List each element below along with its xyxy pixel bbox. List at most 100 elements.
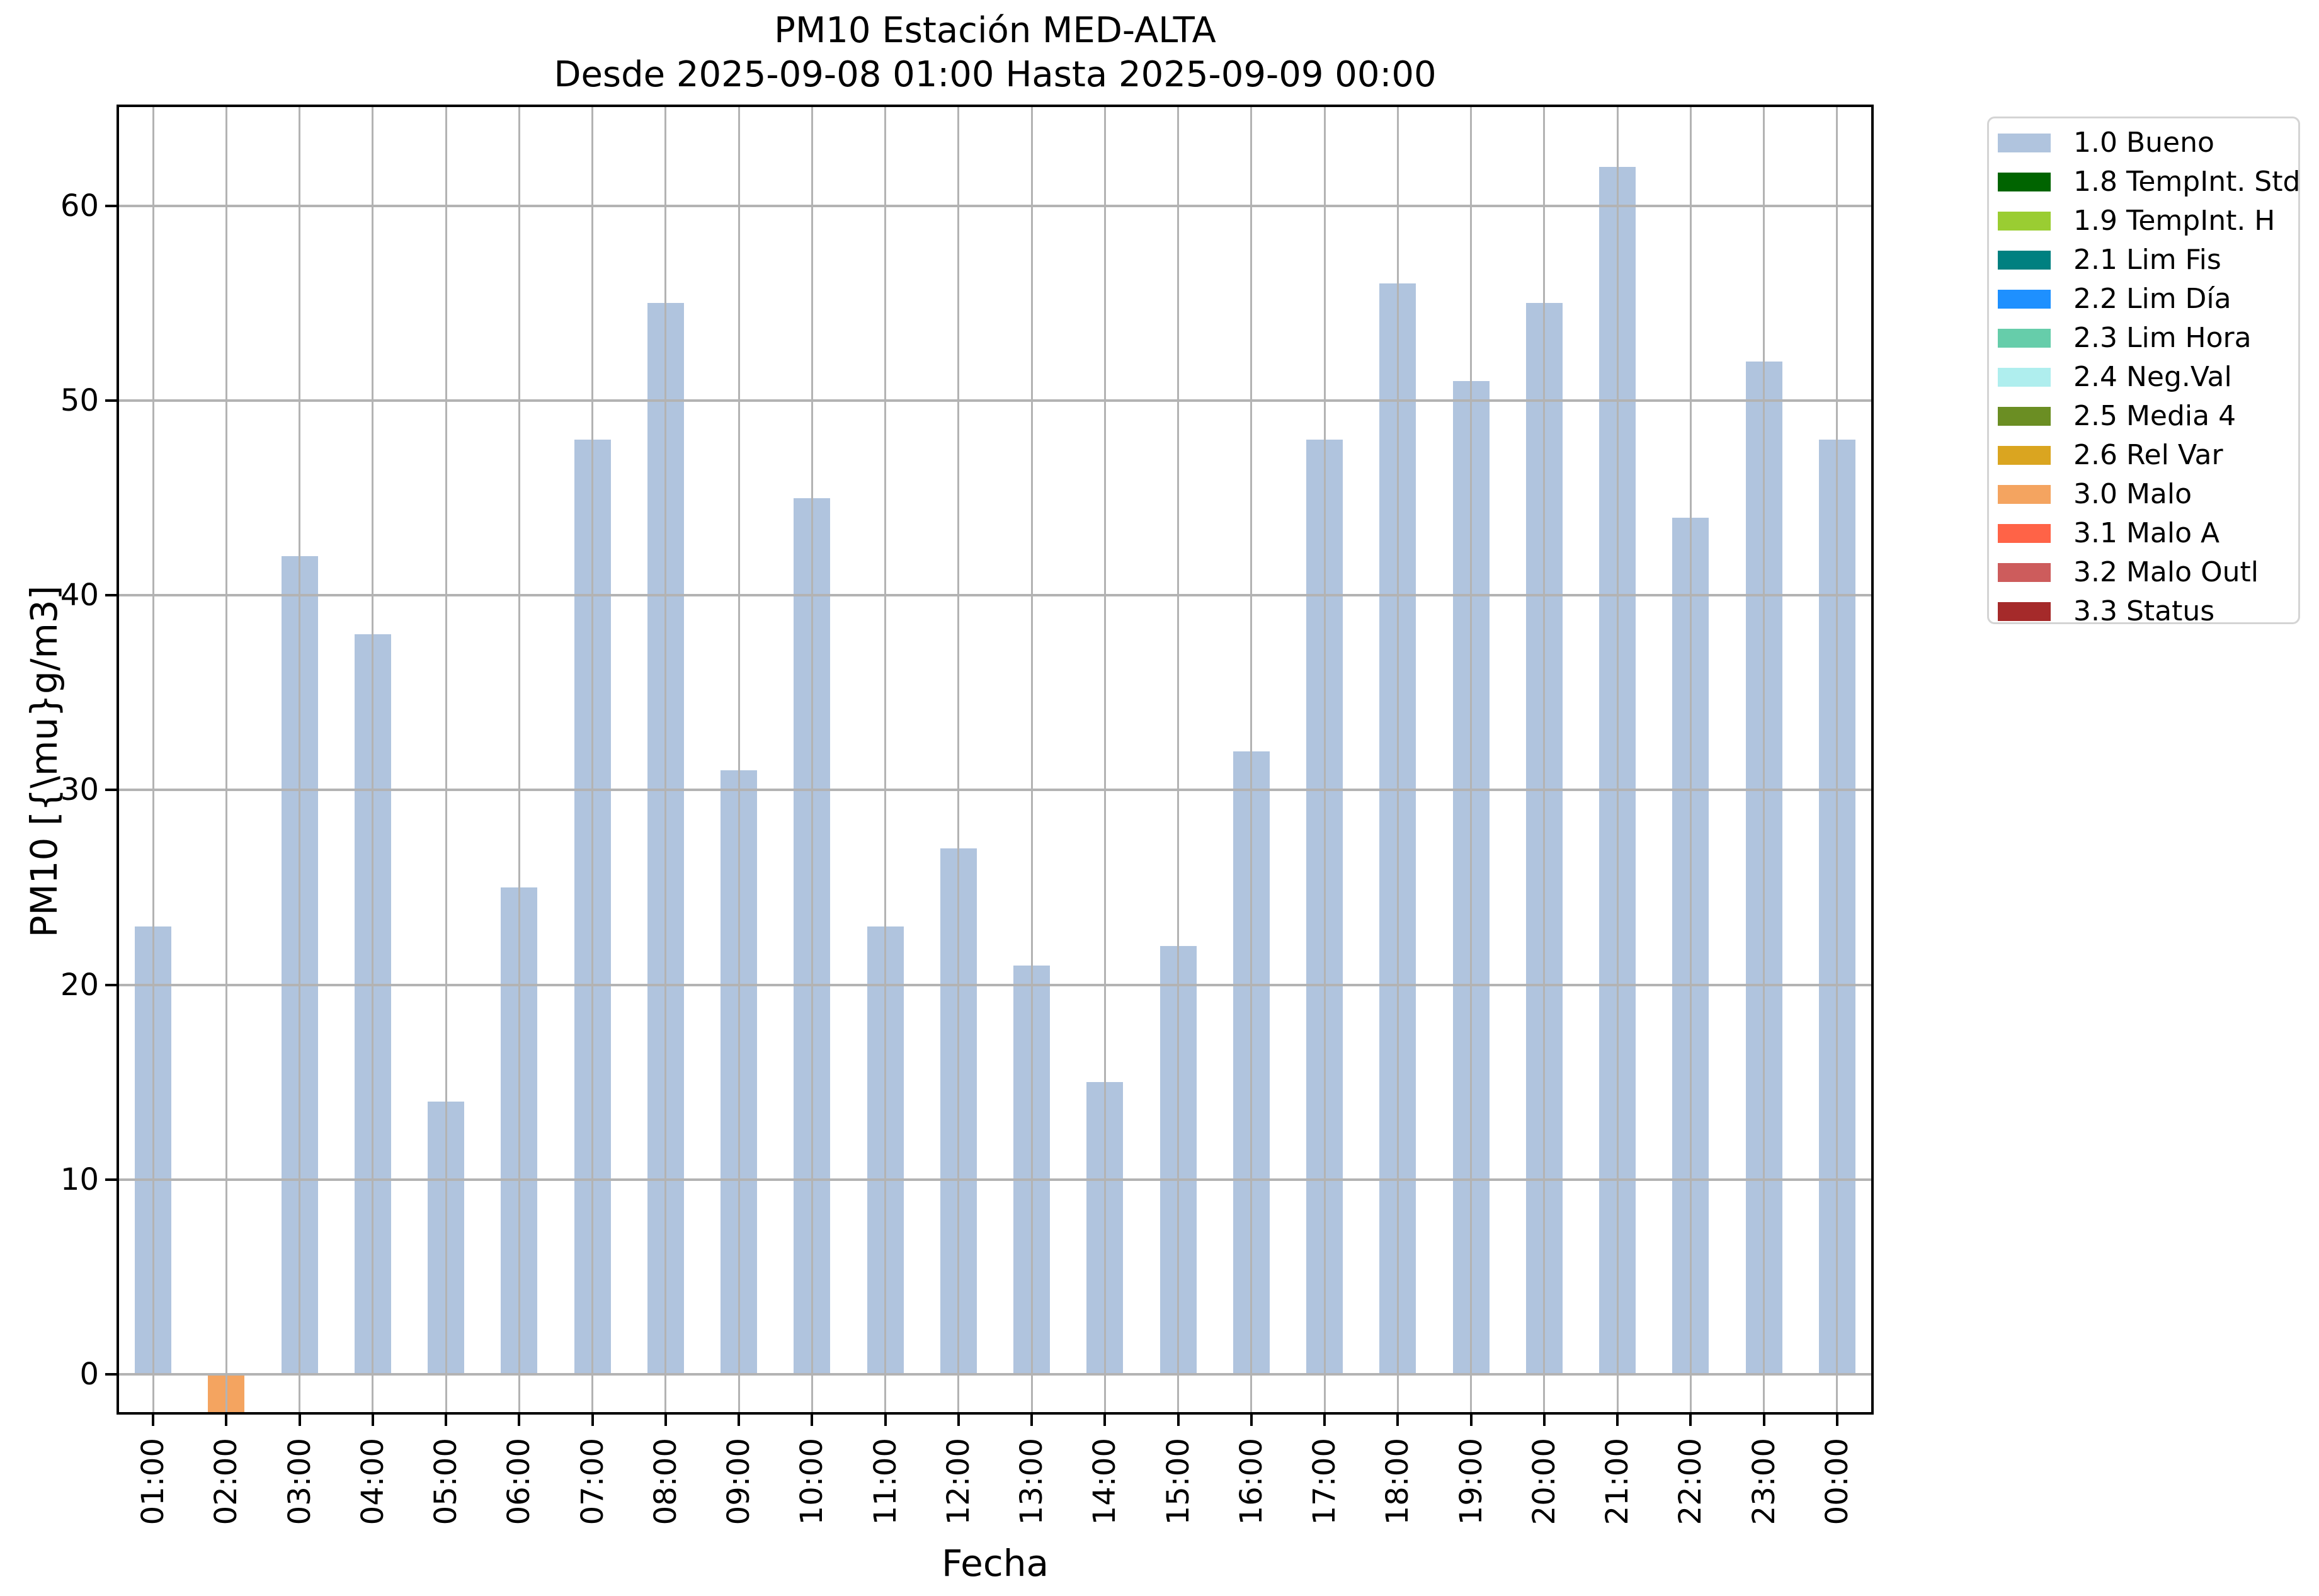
legend-item: 2.1 Lim Fis	[1989, 241, 2298, 280]
vertical-gridline	[1177, 105, 1180, 1415]
y-tick-label: 30	[60, 772, 99, 808]
vertical-gridline	[1030, 105, 1033, 1415]
x-tick-mark	[1835, 1415, 1838, 1426]
legend-item: 1.0 Bueno	[1989, 123, 2298, 162]
vertical-gridline	[957, 105, 960, 1415]
legend-label: 3.1 Malo A	[2073, 517, 2220, 549]
vertical-gridline	[225, 105, 227, 1415]
horizontal-gridline	[117, 1178, 1874, 1181]
x-tick-mark	[152, 1415, 155, 1426]
legend-swatch	[1998, 524, 2051, 543]
legend-swatch	[1998, 368, 2051, 387]
legend-swatch	[1998, 173, 2051, 191]
vertical-gridline	[1689, 105, 1692, 1415]
legend-label: 3.2 Malo Outl	[2073, 556, 2259, 588]
y-tick-label: 20	[60, 967, 99, 1003]
x-tick-mark	[1689, 1415, 1692, 1426]
y-tick-mark	[105, 399, 117, 402]
vertical-gridline	[299, 105, 301, 1415]
y-tick-label: 50	[60, 382, 99, 418]
vertical-gridline	[1616, 105, 1619, 1415]
x-tick-mark	[225, 1415, 228, 1426]
legend-swatch	[1998, 134, 2051, 152]
legend-swatch	[1998, 251, 2051, 270]
horizontal-gridline	[117, 204, 1874, 207]
legend-item: 2.4 Neg.Val	[1989, 358, 2298, 397]
vertical-gridline	[1250, 105, 1253, 1415]
vertical-gridline	[664, 105, 667, 1415]
x-tick-mark	[1542, 1415, 1546, 1426]
x-tick-mark	[738, 1415, 741, 1426]
legend-swatch	[1998, 485, 2051, 504]
x-tick-mark	[1250, 1415, 1253, 1426]
horizontal-gridline	[117, 983, 1874, 986]
vertical-gridline	[738, 105, 740, 1415]
vertical-gridline	[1836, 105, 1838, 1415]
x-tick-mark	[664, 1415, 667, 1426]
y-tick-mark	[105, 1178, 117, 1181]
legend-swatch	[1998, 407, 2051, 426]
legend-label: 2.2 Lim Día	[2073, 283, 2231, 315]
vertical-gridline	[811, 105, 813, 1415]
chart-subtitle: Desde 2025-09-08 01:00 Hasta 2025-09-09 …	[554, 54, 1437, 95]
horizontal-gridline	[117, 594, 1874, 597]
y-tick-mark	[105, 789, 117, 792]
x-tick-mark	[1762, 1415, 1765, 1426]
x-tick-mark	[1030, 1415, 1034, 1426]
legend-label: 2.5 Media 4	[2073, 400, 2236, 432]
legend-swatch	[1998, 446, 2051, 465]
legend-item: 3.3 Status	[1989, 592, 2298, 631]
x-tick-mark	[518, 1415, 521, 1426]
vertical-gridline	[591, 105, 594, 1415]
horizontal-gridline	[117, 789, 1874, 792]
x-tick-mark	[811, 1415, 814, 1426]
y-tick-mark	[105, 983, 117, 986]
legend-label: 1.9 TempInt. H	[2073, 205, 2276, 237]
legend: 1.0 Bueno 1.8 TempInt. Std 1.9 TempInt. H 2…	[1987, 117, 2301, 627]
legend-item: 2.3 Lim Hora	[1989, 319, 2298, 358]
y-tick-label: 10	[60, 1161, 99, 1197]
legend-swatch	[1998, 563, 2051, 582]
vertical-gridline	[372, 105, 374, 1415]
y-tick-mark	[105, 1372, 117, 1376]
legend-item: 2.2 Lim Día	[1989, 280, 2298, 319]
legend-label: 2.4 Neg.Val	[2073, 361, 2232, 393]
legend-item: 2.5 Media 4	[1989, 397, 2298, 436]
legend-label: 2.3 Lim Hora	[2073, 322, 2252, 354]
legend-item: 3.2 Malo Outl	[1989, 553, 2298, 592]
chart-title: PM10 Estación MED-ALTA	[774, 10, 1216, 51]
x-tick-mark	[1469, 1415, 1473, 1426]
legend-label: 1.0 Bueno	[2073, 127, 2214, 159]
vertical-gridline	[1543, 105, 1546, 1415]
x-tick-mark	[1177, 1415, 1180, 1426]
legend-item: 1.8 TempInt. Std	[1989, 162, 2301, 202]
vertical-gridline	[1103, 105, 1106, 1415]
vertical-gridline	[1396, 105, 1399, 1415]
legend-swatch	[1998, 602, 2051, 621]
x-tick-mark	[957, 1415, 960, 1426]
vertical-gridline	[518, 105, 520, 1415]
x-tick-mark	[1396, 1415, 1399, 1426]
legend-swatch	[1998, 290, 2051, 309]
x-tick-mark	[445, 1415, 448, 1426]
horizontal-gridline	[117, 399, 1874, 402]
legend-item: 3.0 Malo	[1989, 475, 2298, 514]
y-tick-mark	[105, 594, 117, 597]
legend-swatch	[1998, 212, 2051, 231]
legend-item: 3.1 Malo A	[1989, 514, 2298, 553]
vertical-gridline	[1470, 105, 1473, 1415]
vertical-gridline	[1763, 105, 1765, 1415]
legend-item: 2.6 Rel Var	[1989, 436, 2298, 475]
vertical-gridline	[884, 105, 887, 1415]
legend-swatch	[1998, 329, 2051, 348]
vertical-gridline	[1323, 105, 1326, 1415]
legend-label: 2.1 Lim Fis	[2073, 244, 2221, 276]
legend-label: 1.8 TempInt. Std	[2073, 166, 2301, 198]
x-tick-mark	[1323, 1415, 1326, 1426]
y-tick-label: 0	[79, 1356, 99, 1392]
y-tick-mark	[105, 204, 117, 207]
legend-label: 3.0 Malo	[2073, 478, 2192, 510]
x-axis-label: Fecha	[941, 1542, 1049, 1585]
x-tick-mark	[371, 1415, 374, 1426]
vertical-gridline	[445, 105, 447, 1415]
